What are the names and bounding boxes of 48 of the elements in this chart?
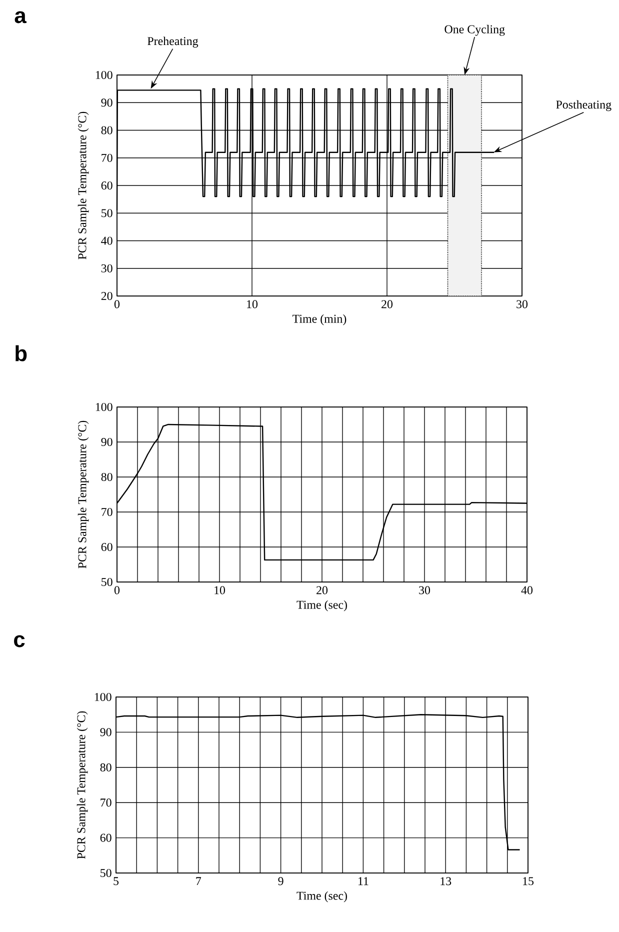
- chart-title: a: [14, 11, 27, 24]
- y-tick-label: 70: [100, 798, 112, 807]
- x-tick-label: 20: [382, 300, 393, 308]
- x-axis-title: Time (sec): [296, 600, 347, 612]
- y-tick-label: 80: [101, 126, 112, 134]
- x-tick-label: 0: [114, 586, 120, 594]
- x-axis-title: Time (sec): [296, 891, 347, 902]
- y-tick-label: 70: [102, 508, 112, 516]
- y-tick-label: 80: [101, 472, 112, 482]
- y-tick-label: 90: [100, 728, 112, 736]
- x-tick-label: 20: [316, 586, 328, 594]
- y-tick-label: 80: [100, 763, 112, 772]
- y-axis-title: PCR Sample Temperature (°C): [76, 711, 88, 859]
- band-label: One Cycling: [444, 24, 505, 36]
- y-tick-label: 100: [94, 692, 112, 702]
- x-tick-label: 5: [114, 877, 119, 886]
- annotation: Preheating: [148, 36, 198, 48]
- y-tick-label: 60: [100, 834, 112, 842]
- x-tick-label: 10: [247, 300, 258, 308]
- x-axis-title: Time (min): [292, 314, 346, 326]
- y-tick-label: 70: [102, 154, 112, 162]
- x-tick-label: 13: [440, 877, 452, 886]
- y-tick-label: 100: [96, 402, 112, 412]
- y-tick-label: 60: [101, 181, 112, 190]
- y-tick-label: 50: [100, 868, 112, 878]
- y-tick-label: 90: [101, 438, 112, 446]
- y-tick-label: 50: [102, 578, 112, 586]
- y-axis-title: PCR Sample Temperature (°C): [78, 112, 89, 260]
- chart-title: b: [16, 345, 27, 362]
- y-axis-title: PCR Sample Temperature (°C): [78, 420, 89, 568]
- x-tick-label: 40: [521, 586, 533, 594]
- y-tick-label: 30: [101, 264, 112, 272]
- annotation: Postheating: [556, 100, 612, 112]
- x-tick-label: 7: [196, 877, 202, 886]
- y-tick-label: 20: [101, 292, 112, 300]
- chart-title: c: [14, 635, 25, 648]
- y-tick-label: 50: [102, 209, 112, 218]
- x-tick-label: 10: [214, 586, 226, 594]
- y-tick-label: 60: [101, 542, 112, 552]
- x-tick-label: 11: [358, 877, 368, 886]
- y-tick-label: 90: [101, 98, 112, 107]
- y-tick-label: 40: [101, 236, 112, 245]
- x-tick-label: 9: [278, 877, 284, 886]
- x-tick-label: 0: [114, 300, 120, 308]
- x-tick-label: 30: [419, 586, 430, 594]
- x-tick-label: 15: [523, 877, 534, 886]
- y-tick-label: 100: [96, 70, 112, 80]
- x-tick-label: 30: [516, 300, 528, 308]
